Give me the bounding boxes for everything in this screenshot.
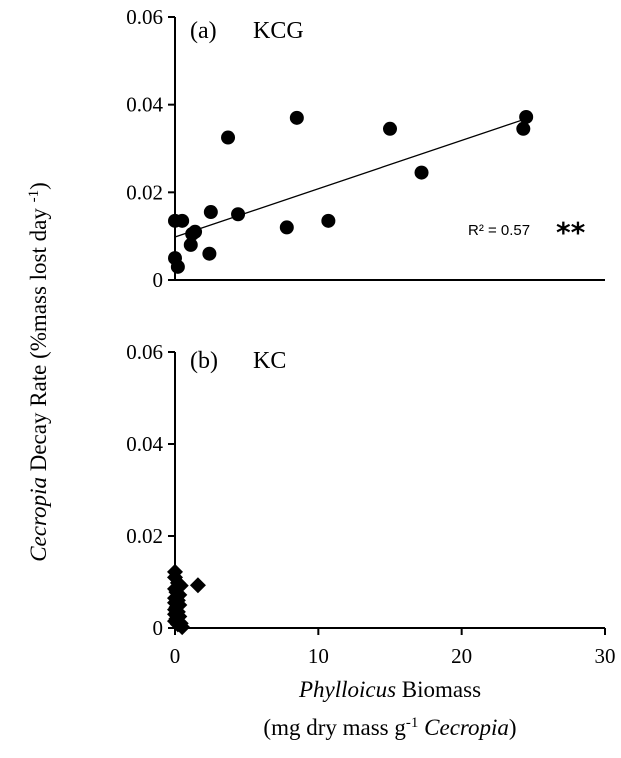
r-squared-label: R² = 0.57 (468, 222, 530, 239)
x-tick-label: 20 (451, 644, 472, 668)
data-point (516, 122, 530, 136)
panel-b-site-label: KC (253, 348, 286, 374)
y-tick-label: 0.06 (126, 5, 163, 29)
data-point (280, 220, 294, 234)
x-tick-label: 0 (170, 644, 181, 668)
data-point (190, 577, 206, 593)
y-axis-title: Cecropia Decay Rate (%mass lost day -1) (26, 182, 51, 562)
data-point (415, 166, 429, 180)
y-tick-label: 0.04 (126, 93, 163, 117)
data-point (519, 110, 533, 124)
x-axis-title-line2: (mg dry mass g-1 Cecropia) (263, 715, 516, 740)
panel-a-site-label: KCG (253, 18, 304, 44)
panel-b-label: (b) (190, 348, 218, 374)
y-tick-label: 0.04 (126, 432, 163, 456)
x-tick-label: 30 (595, 644, 616, 668)
data-point (188, 225, 202, 239)
panel-a-y-ticks: 0 0.02 0.04 0.06 (126, 5, 175, 292)
y-tick-label: 0.02 (126, 180, 163, 204)
y-tick-label: 0 (153, 268, 164, 292)
panel-a: 0 0.02 0.04 0.06 (a) KCG R² = 0.57 ** (126, 5, 605, 292)
data-point (290, 111, 304, 125)
data-point (231, 207, 245, 221)
y-tick-label: 0.02 (126, 524, 163, 548)
data-point (204, 205, 218, 219)
x-axis-title-line1: Phylloicus Biomass (298, 677, 481, 702)
panel-a-label: (a) (190, 18, 217, 44)
y-tick-label: 0 (153, 616, 164, 640)
x-tick-label: 10 (308, 644, 329, 668)
panel-b-x-ticks: 0 10 20 30 (170, 628, 616, 668)
data-point (202, 247, 216, 261)
panel-b: 0 0.02 0.04 0.06 0 10 20 30 (b) KC (126, 340, 615, 668)
data-point (221, 131, 235, 145)
data-point (175, 214, 189, 228)
panel-b-y-ticks: 0 0.02 0.04 0.06 (126, 340, 175, 640)
panel-b-points (167, 564, 206, 635)
significance-stars: ** (556, 216, 586, 249)
y-tick-label: 0.06 (126, 340, 163, 364)
data-point (383, 122, 397, 136)
data-point (171, 260, 185, 274)
data-point (321, 214, 335, 228)
